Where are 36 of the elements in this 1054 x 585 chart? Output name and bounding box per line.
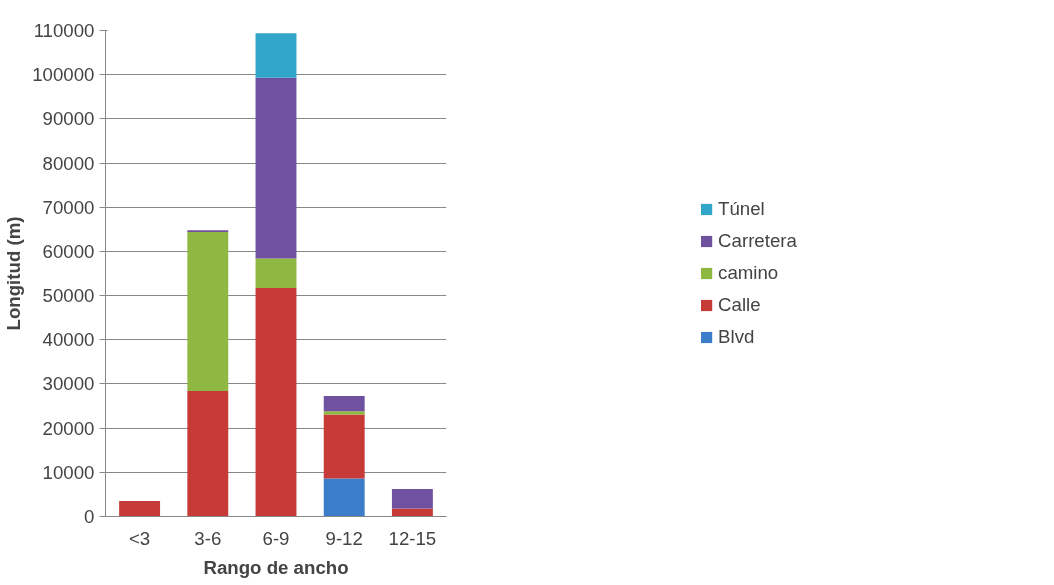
y-tick-label: 10000 xyxy=(42,461,95,483)
y-tick-label: 40000 xyxy=(42,329,95,351)
y-tick-label: 20000 xyxy=(42,417,95,439)
bar xyxy=(323,414,365,479)
legend-label: Carretera xyxy=(718,230,797,252)
y-tick-label: 100000 xyxy=(32,64,95,86)
bar xyxy=(187,391,229,517)
bar xyxy=(187,231,229,392)
bar xyxy=(255,33,297,78)
x-tick-label: 6-9 xyxy=(262,527,290,549)
y-tick-label: 110000 xyxy=(33,20,95,41)
bar xyxy=(119,501,161,517)
legend-label: camino xyxy=(718,262,779,284)
x-axis-title: Rango de ancho xyxy=(203,556,349,578)
bar xyxy=(255,77,297,259)
legend-label: Túnel xyxy=(718,198,765,220)
y-tick-label: 50000 xyxy=(42,285,95,307)
y-tick-label: 0 xyxy=(84,506,95,527)
x-tick-label: <3 xyxy=(128,527,151,549)
y-tick-label: 80000 xyxy=(42,152,95,174)
bar xyxy=(391,489,433,509)
y-tick-label: 30000 xyxy=(42,373,95,395)
bar xyxy=(255,258,297,289)
y-tick-label: 70000 xyxy=(42,196,95,218)
y-axis-title: Longitud (m) xyxy=(3,216,25,331)
x-tick-label: 3-6 xyxy=(194,527,222,549)
x-tick-label: 9-12 xyxy=(325,527,363,549)
y-tick-label: 60000 xyxy=(42,240,95,262)
legend-label: Blvd xyxy=(718,326,755,348)
y-tick-label: 90000 xyxy=(42,108,95,130)
legend-label: Calle xyxy=(718,294,761,316)
x-tick-label: 12-15 xyxy=(388,527,437,549)
bar xyxy=(323,411,365,415)
bar xyxy=(323,395,365,412)
bar xyxy=(323,478,365,517)
bar xyxy=(255,288,297,517)
